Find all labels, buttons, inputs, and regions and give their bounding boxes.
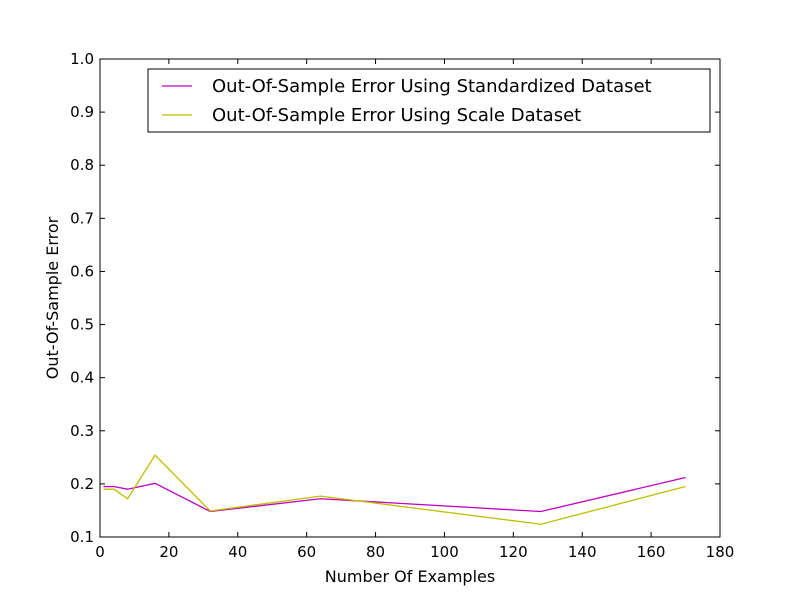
y-tick-label: 0.8 xyxy=(70,156,94,174)
x-tick-label: 180 xyxy=(706,543,735,561)
y-tick-label: 0.6 xyxy=(70,262,94,280)
y-tick-label: 0.3 xyxy=(70,422,94,440)
series-line-0 xyxy=(103,476,686,513)
legend-label-scale: Out-Of-Sample Error Using Scale Dataset xyxy=(212,105,581,126)
x-tick-label: 40 xyxy=(228,543,247,561)
x-tick-label: 120 xyxy=(499,543,528,561)
legend: Out-Of-Sample Error Using Standardized D… xyxy=(147,68,711,133)
x-tick-label: 140 xyxy=(568,543,597,561)
y-tick-label: 0.4 xyxy=(70,369,94,387)
y-tick-label: 1.0 xyxy=(70,50,94,68)
y-tick-label: 0.1 xyxy=(70,528,94,546)
x-tick-label: 100 xyxy=(430,543,459,561)
x-tick-label: 0 xyxy=(95,543,105,561)
legend-box xyxy=(147,68,711,133)
legend-label-standardized: Out-Of-Sample Error Using Standardized D… xyxy=(212,76,652,97)
series-line-1 xyxy=(103,454,686,525)
y-tick-label: 0.9 xyxy=(70,103,94,121)
axis-ticks: 0 20 40 60 80 100 120 140 160 180 0.1 0.2 0.3 0.4 0.5 0… xyxy=(70,50,734,561)
plot-area xyxy=(99,58,721,538)
y-tick-label: 0.2 xyxy=(70,475,94,493)
x-axis-title: Number Of Examples xyxy=(325,567,495,586)
x-tick-label: 20 xyxy=(159,543,178,561)
y-tick-label: 0.5 xyxy=(70,316,94,334)
y-axis-title: Out-Of-Sample Error xyxy=(43,216,62,379)
x-tick-label: 80 xyxy=(366,543,385,561)
y-tick-label: 0.7 xyxy=(70,209,94,227)
x-tick-label: 60 xyxy=(297,543,316,561)
series-layer xyxy=(103,454,686,525)
x-tick-label: 160 xyxy=(637,543,666,561)
